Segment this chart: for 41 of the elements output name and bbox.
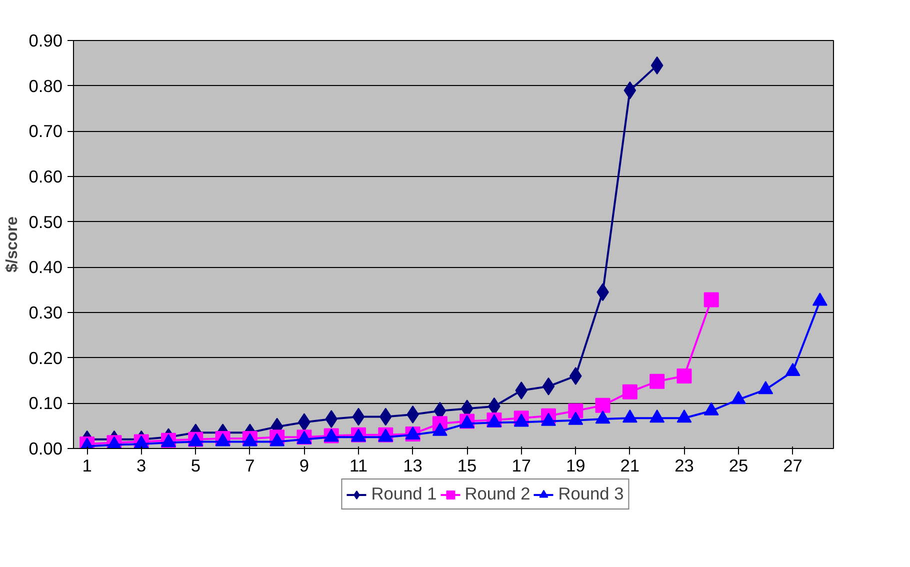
x-tick-label: 5 <box>190 456 200 476</box>
point <box>379 408 392 426</box>
x-tick-label: 13 <box>403 456 422 476</box>
y-tick-label: 0.60 <box>28 166 63 186</box>
y-tick-label: 0.90 <box>28 30 63 50</box>
point <box>622 384 638 400</box>
x-tick-label: 9 <box>299 456 310 476</box>
point <box>624 81 636 100</box>
point <box>650 374 665 389</box>
point <box>650 56 664 74</box>
legend-label: Round 1 <box>371 484 437 504</box>
point <box>515 381 528 400</box>
y-tick-label: 0.20 <box>28 348 63 368</box>
point <box>569 366 582 385</box>
legend-label: Round 2 <box>464 484 530 504</box>
x-tick-label: 11 <box>350 456 368 476</box>
y-axis-title: $/score <box>4 216 21 273</box>
point <box>325 410 338 428</box>
legend-label: Round 3 <box>558 484 624 504</box>
y-tick-label: 0.50 <box>28 212 63 232</box>
x-tick-label: 1 <box>82 456 92 476</box>
y-tick-label: 0.80 <box>28 76 63 96</box>
point <box>542 377 555 396</box>
x-tick-label: 21 <box>620 456 640 476</box>
x-tick-label: 25 <box>728 456 748 476</box>
x-tick-label: 23 <box>674 456 694 476</box>
y-tick-label: 0.30 <box>28 302 63 322</box>
x-tick-label: 15 <box>457 456 477 476</box>
point <box>704 292 719 308</box>
y-tick-label: 0.70 <box>28 121 63 142</box>
point <box>352 408 365 426</box>
x-tick-label: 7 <box>245 456 255 476</box>
y-tick-label: 0.00 <box>28 438 63 458</box>
x-tick-label: 17 <box>512 456 531 476</box>
point <box>595 398 610 413</box>
point <box>676 368 692 384</box>
y-tick-label: 0.40 <box>28 257 63 278</box>
x-tick-label: 3 <box>136 456 146 476</box>
x-tick-label: 19 <box>566 456 586 476</box>
y-tick-label: 0.10 <box>28 393 63 414</box>
x-tick-label: 27 <box>783 456 802 476</box>
